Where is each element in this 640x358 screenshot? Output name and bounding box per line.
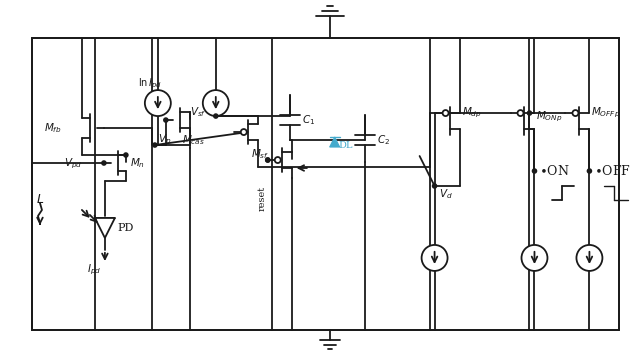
Circle shape [265,157,271,163]
Circle shape [432,183,437,189]
Circle shape [518,110,524,116]
Circle shape [101,160,107,166]
Circle shape [152,142,157,148]
Circle shape [443,110,449,116]
Text: $I_{pd}$: $I_{pd}$ [87,263,101,277]
Text: $V_{sf}$: $V_{sf}$ [190,105,206,119]
Circle shape [163,117,168,123]
Text: $\bullet$OFF: $\bullet$OFF [595,164,631,178]
Text: $C_2$: $C_2$ [376,133,390,147]
Circle shape [422,245,447,271]
Circle shape [123,152,129,158]
Text: $M_n$: $M_n$ [130,156,145,170]
Circle shape [213,113,219,119]
Text: DL: DL [339,141,353,150]
Text: $V_{pd}$: $V_{pd}$ [63,157,82,171]
Text: PD: PD [118,223,134,233]
Text: $M_{sf}$: $M_{sf}$ [251,147,269,161]
Text: $\ln I_{pd}$: $\ln I_{pd}$ [138,77,162,91]
Circle shape [532,168,537,174]
Text: $M_{fb}$: $M_{fb}$ [44,121,62,135]
Circle shape [587,168,592,174]
Text: $M_{ONp}$: $M_{ONp}$ [536,110,563,124]
Text: $V_p$: $V_p$ [158,133,172,147]
Circle shape [572,110,579,116]
Text: $M_{OFFp}$: $M_{OFFp}$ [591,106,621,120]
Polygon shape [330,137,340,147]
Text: $\bullet$ON: $\bullet$ON [540,164,570,178]
Polygon shape [95,218,115,238]
Text: $V_d$: $V_d$ [438,187,452,201]
Text: $C_1$: $C_1$ [301,113,315,127]
Text: $M_{dp}$: $M_{dp}$ [461,106,481,120]
Circle shape [275,157,281,163]
Text: $M_{cas}$: $M_{cas}$ [182,133,205,147]
Circle shape [241,129,247,135]
Text: $\it{L}$: $\it{L}$ [36,193,44,207]
Circle shape [265,157,271,163]
Circle shape [145,90,171,116]
Circle shape [527,110,532,116]
Circle shape [522,245,547,271]
Text: reset: reset [258,185,267,211]
Circle shape [203,90,228,116]
Circle shape [577,245,602,271]
